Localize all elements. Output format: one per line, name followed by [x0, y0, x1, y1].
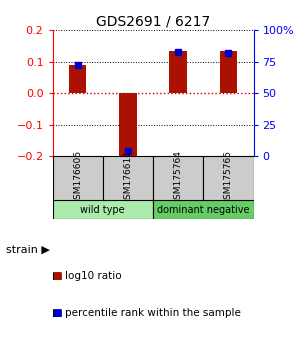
- Bar: [169, 51, 187, 93]
- Text: GSM175765: GSM175765: [224, 150, 233, 205]
- Text: GSM175764: GSM175764: [174, 150, 183, 205]
- Text: ■ percentile rank within the sample: ■ percentile rank within the sample: [52, 308, 242, 318]
- Bar: [119, 93, 137, 158]
- Bar: [52, 156, 103, 200]
- Text: ■: ■: [52, 271, 62, 281]
- Bar: [220, 51, 237, 93]
- Text: GSM176606: GSM176606: [73, 150, 82, 205]
- Text: ■: ■: [52, 308, 62, 318]
- Bar: [203, 156, 254, 200]
- Bar: [153, 200, 254, 219]
- Text: GSM176611: GSM176611: [123, 150, 132, 205]
- Text: strain ▶: strain ▶: [6, 245, 50, 255]
- Text: ■ log10 ratio: ■ log10 ratio: [52, 271, 122, 281]
- Text: wild type: wild type: [80, 205, 125, 215]
- Bar: [103, 156, 153, 200]
- Bar: [52, 200, 153, 219]
- Title: GDS2691 / 6217: GDS2691 / 6217: [96, 15, 210, 29]
- Bar: [153, 156, 203, 200]
- Bar: [69, 65, 86, 93]
- Text: dominant negative: dominant negative: [157, 205, 250, 215]
